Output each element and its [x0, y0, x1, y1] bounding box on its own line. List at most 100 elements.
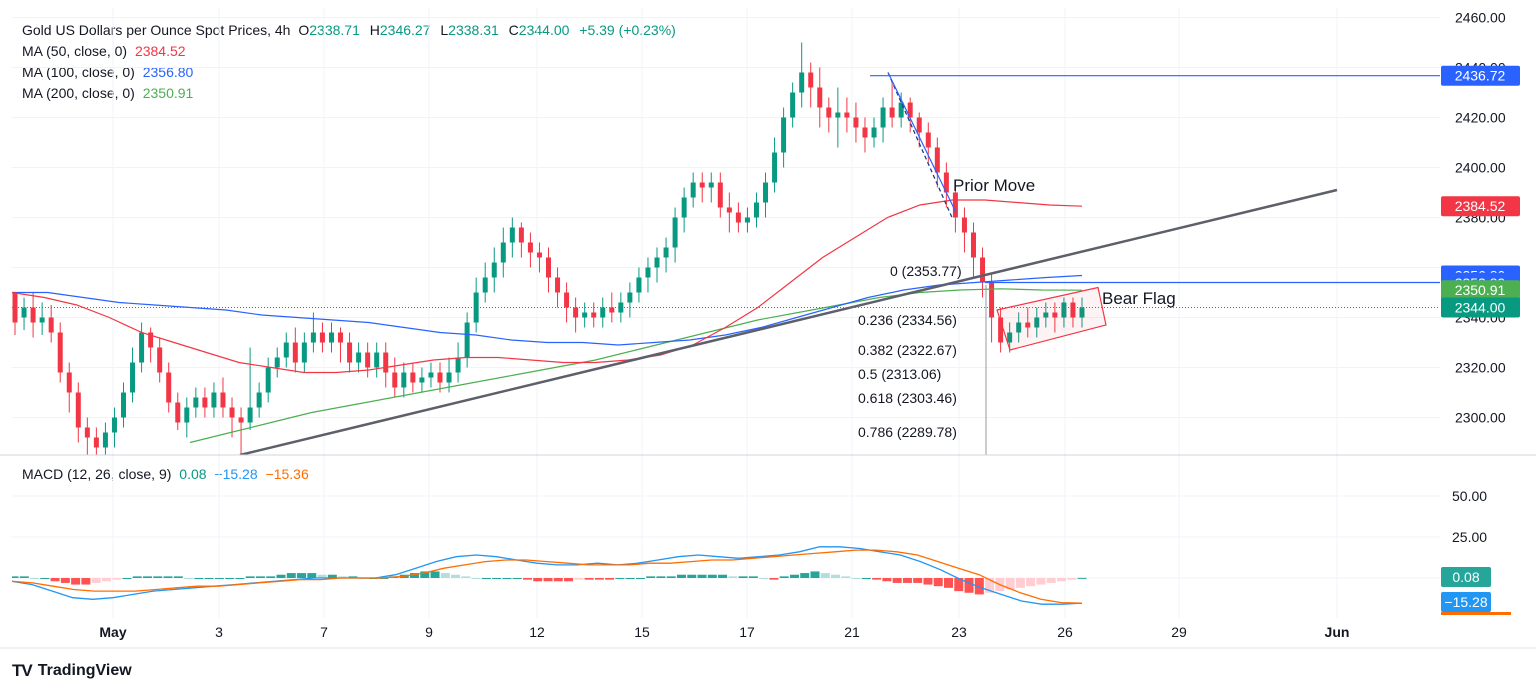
candle-body: [564, 292, 570, 308]
macd-histogram-bar: [646, 576, 656, 578]
macd-histogram-bar: [204, 578, 214, 579]
macd-line-tag-text: −15.28: [1444, 594, 1487, 610]
candle-body: [356, 352, 362, 363]
price-tick-label: 2420.00: [1455, 110, 1506, 126]
candle-body: [229, 407, 235, 418]
macd-histogram-bar: [944, 578, 953, 588]
candle-body: [772, 152, 778, 183]
candle-body: [75, 392, 81, 428]
candle-body: [961, 217, 967, 233]
ma50-legend[interactable]: MA (50, close, 0) 2384.52: [22, 43, 190, 59]
macd-histogram-bar: [923, 578, 933, 585]
macd-histogram-bar: [738, 576, 748, 578]
macd-histogram-bar: [276, 574, 286, 578]
fib-level-label: 0.5 (2313.06): [858, 366, 941, 382]
macd-tick-label: 25.00: [1452, 529, 1487, 545]
candle-body: [582, 312, 588, 318]
candle-body: [916, 117, 922, 133]
candle-body: [1070, 302, 1076, 318]
ma100-line: [12, 274, 1083, 346]
candle-body: [374, 352, 380, 368]
candle-body: [663, 247, 669, 258]
candle-body: [989, 282, 995, 318]
macd-histogram-bar: [584, 578, 594, 580]
candle-body: [1061, 302, 1067, 318]
macd-histogram-bar: [810, 571, 820, 578]
macd-histogram-bar: [1056, 578, 1066, 582]
candle-body: [48, 317, 54, 333]
macd-histogram-bar: [543, 578, 553, 582]
candle-body: [410, 372, 416, 383]
candle-body: [1079, 307, 1085, 318]
macd-histogram-bar: [194, 578, 204, 579]
price-tick-label: 2460.00: [1455, 10, 1506, 26]
time-tick-label: Jun: [1325, 624, 1350, 640]
chart-legend: Gold US Dollars per Ounce Spot Prices, 4…: [22, 22, 682, 38]
macd-histogram-bar: [933, 578, 943, 587]
macd-histogram-bar: [594, 578, 604, 580]
macd-histogram-bar: [728, 576, 738, 578]
high-value: 2346.27: [379, 22, 431, 38]
time-tick-label: May: [99, 624, 126, 640]
fib-level-label: 0 (2353.77): [890, 263, 962, 279]
candle-body: [1016, 322, 1022, 333]
macd-histogram-bar: [1067, 578, 1077, 580]
macd-histogram-bar: [60, 578, 70, 583]
time-tick-label: 29: [1171, 624, 1187, 640]
fib-level-label: 0.786 (2289.78): [858, 424, 957, 440]
macd-histogram-bar: [522, 578, 532, 580]
ma50-label: MA (50, close, 0): [22, 43, 128, 59]
candle-body: [166, 372, 172, 403]
candle-body: [328, 332, 334, 343]
macd-histogram-bar: [81, 578, 91, 585]
macd-histogram-bar: [974, 578, 984, 595]
candle-body: [925, 132, 931, 148]
last-price-tag: [1441, 297, 1520, 318]
tradingview-logo[interactable]: TV TradingView: [12, 661, 132, 681]
time-tick-label: 15: [634, 624, 650, 640]
candle-body: [347, 342, 353, 363]
macd-histogram-bar: [122, 578, 132, 579]
signal-tag-marker: [1441, 612, 1511, 615]
macd-histogram-bar: [779, 576, 789, 578]
macd-histogram-bar: [101, 578, 111, 582]
candle-body: [419, 377, 425, 383]
macd-histogram-bar: [12, 576, 19, 578]
ma200-label: MA (200, close, 0): [22, 85, 135, 101]
candle-body: [283, 342, 289, 358]
candle-body: [247, 407, 253, 423]
candle-body: [536, 252, 542, 258]
macd-tick-label: 50.00: [1452, 488, 1487, 504]
candle-body: [148, 332, 154, 348]
macd-histogram-bar: [153, 576, 163, 578]
macd-histogram-bar: [574, 578, 584, 580]
candle-body: [591, 312, 597, 318]
open-label: O: [298, 22, 310, 38]
candle-body: [446, 372, 452, 383]
change-value: +5.39 (+0.23%): [579, 22, 676, 38]
candle-body: [401, 372, 407, 388]
candle-body: [980, 257, 986, 283]
macd-histogram-bar: [214, 578, 224, 579]
bear-flag-rectangle: [996, 286, 1107, 351]
candle-body: [717, 182, 723, 208]
ma200-legend[interactable]: MA (200, close, 0) 2350.91: [22, 85, 197, 101]
macd-histogram-bar: [19, 576, 29, 578]
price-tick-label: 2300.00: [1455, 410, 1506, 426]
candle-body: [600, 307, 606, 318]
macd-histogram-bar: [841, 576, 851, 578]
macd-histogram-bar: [307, 573, 317, 578]
candle-body: [744, 217, 750, 223]
macd-legend[interactable]: MACD (12, 26, close, 9) 0.08 −15.28 −15.…: [22, 466, 313, 482]
candle-body: [193, 397, 199, 408]
low-value: 2338.31: [448, 22, 499, 38]
ma200-value: 2350.91: [142, 85, 194, 101]
macd-histogram-bar: [40, 578, 50, 579]
macd-histogram-bar: [1026, 578, 1036, 587]
candle-body: [111, 417, 117, 433]
macd-histogram-bar: [266, 576, 276, 578]
candle-body: [202, 397, 208, 408]
candle-body: [618, 302, 624, 313]
macd-label: MACD (12, 26, close, 9): [22, 466, 172, 482]
